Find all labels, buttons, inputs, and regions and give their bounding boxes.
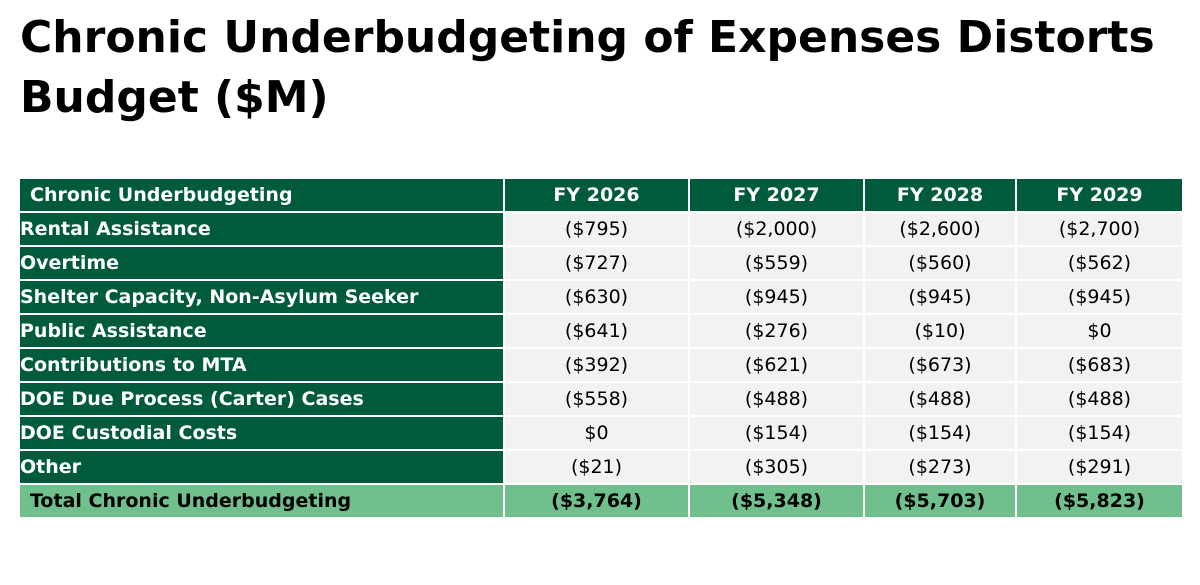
column-header-fy2026: FY 2026 — [503, 177, 690, 213]
table-cell: ($276) — [688, 313, 865, 349]
table-row: Other ($21) ($305) ($273) ($291) — [18, 449, 1184, 485]
row-label: Rental Assistance — [18, 211, 505, 247]
table-row: DOE Custodial Costs $0 ($154) ($154) ($1… — [18, 415, 1184, 451]
underbudgeting-table: Chronic Underbudgeting FY 2026 FY 2027 F… — [18, 177, 1184, 519]
total-cell-fy2029: ($5,823) — [1015, 483, 1184, 519]
row-label: Other — [18, 449, 505, 485]
table-cell: ($488) — [1015, 381, 1184, 417]
table-cell: ($21) — [503, 449, 690, 485]
table-row: Contributions to MTA ($392) ($621) ($673… — [18, 347, 1184, 383]
table-cell: ($2,700) — [1015, 211, 1184, 247]
total-row-label: Total Chronic Underbudgeting — [18, 483, 505, 519]
table-cell: ($562) — [1015, 245, 1184, 281]
row-label: Overtime — [18, 245, 505, 281]
table-cell: ($488) — [863, 381, 1017, 417]
table-cell: ($727) — [503, 245, 690, 281]
table-cell: ($621) — [688, 347, 865, 383]
table-row: Overtime ($727) ($559) ($560) ($562) — [18, 245, 1184, 281]
table-cell: $0 — [503, 415, 690, 451]
table-cell: ($683) — [1015, 347, 1184, 383]
table-cell: ($630) — [503, 279, 690, 315]
table-cell: ($154) — [688, 415, 865, 451]
table-cell: ($560) — [863, 245, 1017, 281]
table-cell: ($2,600) — [863, 211, 1017, 247]
table-cell: ($392) — [503, 347, 690, 383]
table-cell: ($945) — [688, 279, 865, 315]
column-header-fy2029: FY 2029 — [1015, 177, 1184, 213]
table-cell: ($273) — [863, 449, 1017, 485]
table-row: Shelter Capacity, Non-Asylum Seeker ($63… — [18, 279, 1184, 315]
table-cell: ($291) — [1015, 449, 1184, 485]
table-cell: ($673) — [863, 347, 1017, 383]
table-cell: ($795) — [503, 211, 690, 247]
total-cell-fy2027: ($5,348) — [688, 483, 865, 519]
page-title: Chronic Underbudgeting of Expenses Disto… — [20, 12, 1155, 123]
table-cell: ($488) — [688, 381, 865, 417]
table-cell: ($558) — [503, 381, 690, 417]
row-label: DOE Due Process (Carter) Cases — [18, 381, 505, 417]
table-header-row: Chronic Underbudgeting FY 2026 FY 2027 F… — [18, 177, 1184, 213]
table-corner-label: Chronic Underbudgeting — [18, 177, 505, 213]
table-row: Public Assistance ($641) ($276) ($10) $0 — [18, 313, 1184, 349]
table-cell: ($2,000) — [688, 211, 865, 247]
column-header-fy2028: FY 2028 — [863, 177, 1017, 213]
table-cell: ($559) — [688, 245, 865, 281]
table-cell: ($154) — [863, 415, 1017, 451]
total-row: Total Chronic Underbudgeting ($3,764) ($… — [18, 483, 1184, 519]
table-cell: ($945) — [1015, 279, 1184, 315]
row-label: Shelter Capacity, Non-Asylum Seeker — [18, 279, 505, 315]
total-cell-fy2028: ($5,703) — [863, 483, 1017, 519]
row-label: Public Assistance — [18, 313, 505, 349]
total-cell-fy2026: ($3,764) — [503, 483, 690, 519]
row-label: DOE Custodial Costs — [18, 415, 505, 451]
column-header-fy2027: FY 2027 — [688, 177, 865, 213]
table-cell: ($641) — [503, 313, 690, 349]
table-cell: ($945) — [863, 279, 1017, 315]
table-cell: ($10) — [863, 313, 1017, 349]
table-cell: $0 — [1015, 313, 1184, 349]
table-row: Rental Assistance ($795) ($2,000) ($2,60… — [18, 211, 1184, 247]
row-label: Contributions to MTA — [18, 347, 505, 383]
table-row: DOE Due Process (Carter) Cases ($558) ($… — [18, 381, 1184, 417]
table-cell: ($305) — [688, 449, 865, 485]
table-cell: ($154) — [1015, 415, 1184, 451]
